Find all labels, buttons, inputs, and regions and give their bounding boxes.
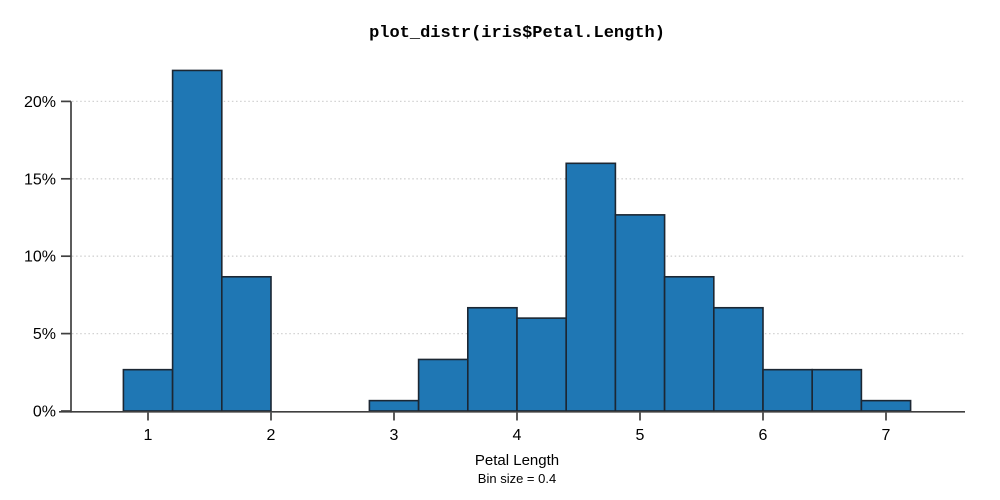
y-tick-label: 5% <box>33 326 56 343</box>
bin-size-label: Bin size = 0.4 <box>477 471 557 486</box>
histogram-bar <box>762 368 814 412</box>
histogram-bar <box>516 317 568 412</box>
x-tick-label: 3 <box>390 427 399 444</box>
x-tick-label: 5 <box>636 427 645 444</box>
x-tick-label: 2 <box>267 427 276 444</box>
histogram-bar <box>368 399 420 412</box>
histogram-bar <box>565 162 617 412</box>
x-tick-label: 4 <box>513 427 522 444</box>
x-tick-label: 6 <box>759 427 768 444</box>
histogram-bar <box>614 214 666 412</box>
histogram-bar <box>663 275 715 412</box>
y-tick-label: 20% <box>24 94 56 111</box>
y-tick-label: 10% <box>24 249 56 266</box>
histogram-bar <box>712 306 764 412</box>
x-tick-label: 1 <box>144 427 153 444</box>
histogram-bar <box>171 69 223 412</box>
y-tick-label: 0% <box>33 404 56 421</box>
x-axis-label: Petal Length <box>474 452 560 469</box>
histogram-bar <box>860 399 912 412</box>
histogram-bar <box>122 368 174 412</box>
histogram-bar <box>811 368 863 412</box>
x-tick-label: 7 <box>882 427 891 444</box>
histogram-bar <box>417 358 469 412</box>
y-tick-label: 15% <box>24 171 56 188</box>
chart-title: plot_distr(iris$Petal.Length) <box>369 24 665 43</box>
histogram-bar <box>221 275 272 412</box>
histogram-bar <box>466 306 518 412</box>
